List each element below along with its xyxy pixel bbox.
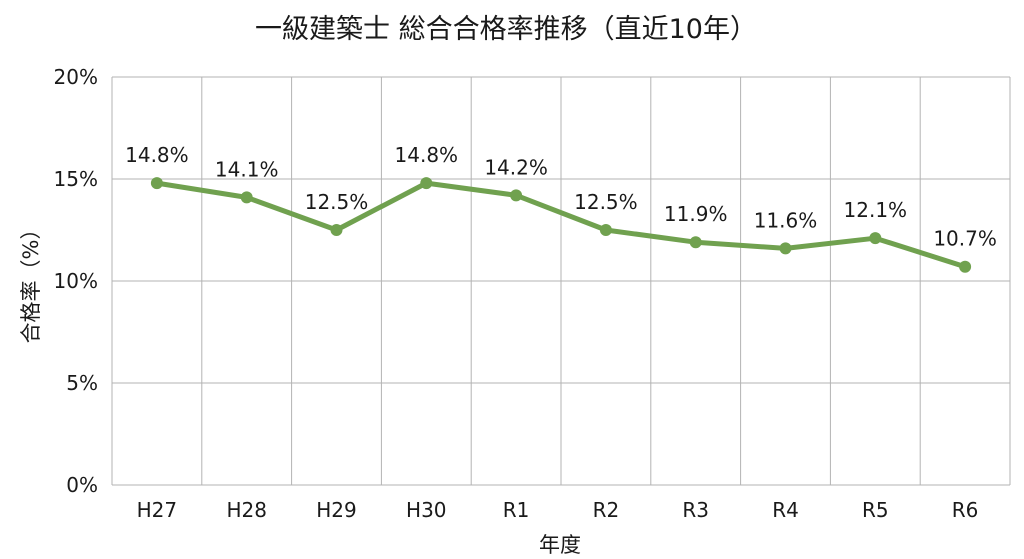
data-point xyxy=(959,260,972,273)
y-tick-label: 10% xyxy=(54,269,98,293)
data-label: 11.9% xyxy=(664,202,728,226)
data-point xyxy=(689,236,702,249)
y-tick-label: 0% xyxy=(66,473,98,497)
data-point xyxy=(240,191,253,204)
y-tick-label: 15% xyxy=(54,167,98,191)
data-point xyxy=(150,177,163,190)
data-label: 12.5% xyxy=(305,190,369,214)
data-label: 11.6% xyxy=(754,208,818,232)
grid-lines xyxy=(111,76,1011,486)
data-label: 14.8% xyxy=(395,143,459,167)
x-tick-label: R3 xyxy=(682,498,709,522)
x-tick-label: H27 xyxy=(137,498,178,522)
y-axis-title: 合格率（%） xyxy=(19,219,43,344)
data-label: 14.1% xyxy=(215,157,279,181)
data-label: 14.8% xyxy=(125,143,189,167)
data-label: 12.5% xyxy=(574,190,638,214)
y-tick-label: 20% xyxy=(54,65,98,89)
data-point xyxy=(599,224,612,236)
x-axis-title: 年度 xyxy=(539,533,581,557)
x-tick-labels: H27 H28 H29 H30 R1 R2 R3 R4 R5 R6 xyxy=(137,498,979,522)
x-tick-label: R4 xyxy=(772,498,799,522)
data-label: 14.2% xyxy=(484,155,548,179)
data-label: 10.7% xyxy=(933,227,997,251)
y-tick-label: 5% xyxy=(66,371,98,395)
x-tick-label: R6 xyxy=(952,498,979,522)
series-line-group xyxy=(150,177,972,273)
x-tick-label: H28 xyxy=(226,498,267,522)
data-point xyxy=(869,232,882,245)
x-tick-label: R1 xyxy=(503,498,530,522)
x-tick-label: H29 xyxy=(316,498,357,522)
x-tick-label: R2 xyxy=(593,498,620,522)
series-line xyxy=(154,180,968,270)
data-label-group: 14.8% 14.1% 12.5% 14.8% 14.2% 12.5% 11.9% 11.6%… xyxy=(125,143,997,251)
data-point xyxy=(779,242,792,255)
data-point xyxy=(330,224,343,236)
data-point xyxy=(420,177,433,190)
x-tick-label: R5 xyxy=(862,498,889,522)
chart-title: 一級建築士 総合合格率推移（直近10年） xyxy=(255,14,757,45)
data-point xyxy=(510,189,523,202)
data-label: 12.1% xyxy=(844,198,908,222)
x-tick-label: H30 xyxy=(406,498,447,522)
y-tick-labels: 0% 5% 10% 15% 20% xyxy=(54,65,98,497)
